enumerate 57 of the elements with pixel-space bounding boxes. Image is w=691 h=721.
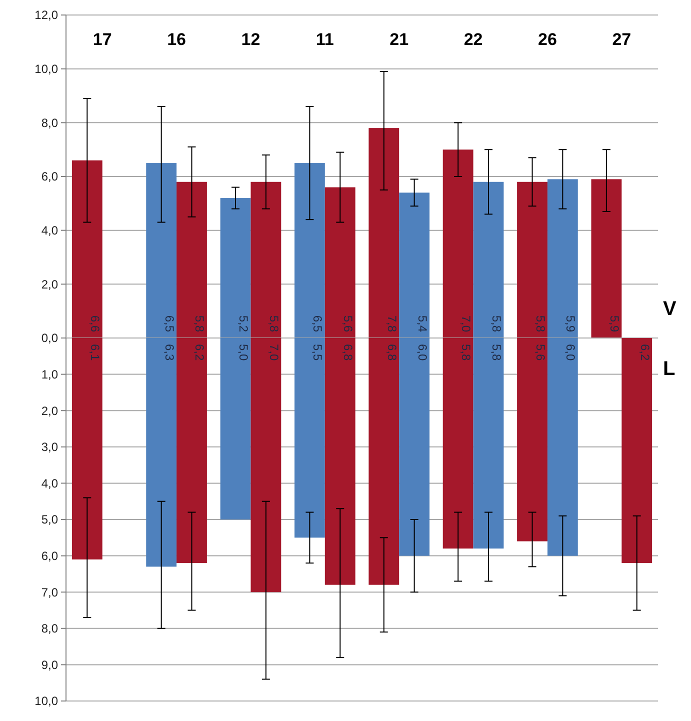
x-tick-label: 21 — [390, 30, 409, 49]
y-tick-label: 2,0 — [41, 404, 58, 418]
x-tick-label: 11 — [316, 30, 334, 49]
x-tick-label: 27 — [612, 30, 632, 49]
y-tick-label: 4,0 — [41, 224, 58, 238]
y-tick-label: 3,0 — [41, 440, 58, 454]
data-label: 5,5 — [310, 344, 325, 362]
data-label: 5,8 — [192, 315, 207, 332]
y-tick-label: 10,0 — [34, 694, 58, 708]
data-label: 6,1 — [88, 344, 102, 362]
data-label: 7,8 — [384, 315, 399, 332]
data-label: 5,9 — [607, 315, 622, 332]
data-label: 6,0 — [564, 344, 578, 362]
bar — [591, 179, 622, 338]
data-label: 7,0 — [266, 344, 281, 362]
data-label: 6,3 — [162, 344, 176, 362]
y-tick-label: 4,0 — [41, 476, 58, 490]
y-tick-label: 12,0 — [34, 8, 58, 22]
y-tick-label: 2,0 — [41, 277, 58, 292]
data-label: 6,8 — [341, 344, 356, 362]
y-tick-label: 6,0 — [41, 549, 58, 563]
y-tick-label: 10,0 — [34, 62, 58, 76]
x-tick-label: 26 — [538, 30, 557, 49]
x-tick-label: 17 — [92, 30, 112, 49]
y-tick-label: 1,0 — [41, 368, 58, 382]
y-axis-title: V — [663, 298, 677, 320]
data-label: 5,2 — [236, 315, 251, 332]
data-label: 6,5 — [310, 315, 325, 332]
y-tick-label: 5,0 — [41, 512, 58, 527]
y-tick-label: 0,0 — [41, 331, 58, 346]
data-label: 5,6 — [341, 315, 356, 332]
data-label: 5,4 — [415, 315, 430, 332]
data-label: 5,0 — [236, 344, 251, 362]
data-label: 6,6 — [88, 315, 102, 332]
data-label: 6,0 — [415, 344, 430, 362]
x-tick-label: 12 — [241, 30, 260, 49]
data-label: 6,2 — [638, 344, 652, 362]
y-tick-label: 8,0 — [41, 622, 58, 636]
bar — [622, 338, 652, 564]
y-tick-label: 8,0 — [41, 116, 58, 130]
data-label: 6,8 — [384, 344, 399, 362]
data-label: 6,5 — [162, 315, 176, 332]
data-label: 5,8 — [459, 344, 474, 362]
data-label: 5,8 — [533, 315, 548, 332]
data-label: 6,2 — [192, 344, 207, 362]
y-tick-label: 6,0 — [41, 170, 58, 184]
data-label: 5,8 — [489, 315, 504, 332]
data-label: 5,8 — [266, 315, 281, 332]
y-axis-title: L — [663, 358, 676, 380]
x-tick-label: 16 — [167, 30, 186, 49]
data-label: 7,0 — [459, 315, 474, 332]
data-label: 5,9 — [564, 315, 578, 332]
data-label: 5,8 — [489, 344, 504, 362]
y-tick-label: 7,0 — [41, 585, 58, 600]
x-tick-label: 22 — [464, 30, 483, 49]
data-label: 5,6 — [533, 344, 548, 362]
y-tick-label: 9,0 — [41, 658, 58, 672]
